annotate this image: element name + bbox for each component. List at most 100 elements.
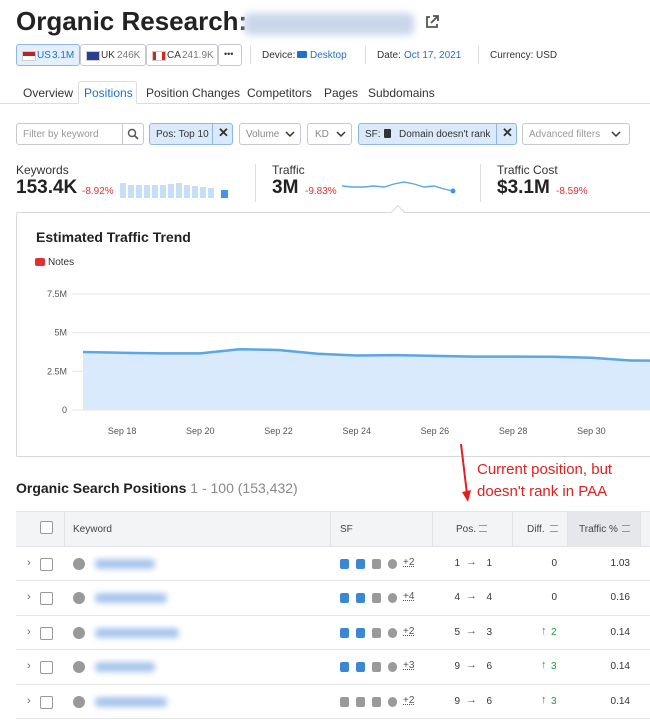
checkbox[interactable] (40, 521, 53, 534)
annotation-arrow (460, 443, 471, 502)
table-header (16, 511, 650, 547)
currency-value: USD (536, 50, 558, 61)
more-dots: ••• (224, 49, 234, 59)
add-icon[interactable] (73, 661, 85, 674)
pos-to: 6 (486, 661, 492, 673)
metric-change: -8.59% (556, 186, 588, 197)
sf-icon (372, 559, 381, 569)
column-header[interactable]: Diff. (527, 524, 545, 535)
advanced-filters[interactable] (522, 123, 630, 145)
pos-arrow: → (466, 556, 477, 568)
expand-chevron[interactable]: › (27, 557, 31, 569)
checkbox[interactable] (40, 626, 53, 640)
db-code: UK (101, 50, 115, 61)
checkbox[interactable] (40, 558, 53, 571)
tab[interactable]: Positions (84, 86, 133, 100)
active-tab[interactable] (78, 81, 137, 104)
pos-to: 6 (486, 695, 492, 707)
sf-filter[interactable] (358, 123, 517, 145)
sf-icon (372, 696, 381, 707)
blurred-keyword (95, 662, 155, 673)
traffic-share: 0.16 (610, 592, 630, 604)
chevron (611, 131, 621, 138)
add-icon[interactable] (73, 592, 85, 605)
pos-from: 1 (454, 558, 460, 569)
date-value[interactable]: Oct 17, 2021 (404, 50, 462, 61)
sf-more[interactable]: +2 (403, 625, 415, 637)
sf-icon (340, 662, 349, 673)
pos-from: 9 (454, 695, 460, 707)
pos-filter-text: Pos: Top 10 (156, 129, 209, 140)
metric-value: $3.1M (497, 177, 550, 198)
diff: 0 (551, 592, 557, 604)
expand-chevron[interactable]: › (27, 660, 31, 673)
column-divider (640, 511, 641, 547)
y-tick-label: 0 (62, 405, 67, 415)
diff: 3 (551, 661, 557, 673)
tab[interactable]: Position Changes (146, 86, 241, 100)
checkbox[interactable] (40, 661, 53, 675)
tab[interactable]: Subdomains (368, 86, 435, 100)
traffic-share: 0.14 (610, 695, 630, 707)
tab[interactable]: Overview (23, 86, 74, 100)
more-button[interactable] (218, 44, 242, 66)
remove-filter[interactable]: ✕ (218, 125, 229, 140)
keywords-sparkbars (120, 183, 228, 198)
diff: 3 (551, 695, 557, 707)
column-divider (64, 511, 65, 547)
flag-icon (86, 51, 100, 61)
search-icon (127, 128, 139, 140)
expand-chevron[interactable]: › (27, 591, 31, 604)
area (83, 349, 650, 410)
traffic-share: 1.03 (610, 558, 630, 569)
search-placeholder: Filter by keyword (23, 129, 99, 140)
column-header[interactable]: Pos. (456, 524, 477, 535)
add-icon[interactable] (73, 626, 85, 639)
sf-value: Domain doesn't rank (399, 129, 491, 140)
pos-arrow: → (466, 693, 477, 706)
device-value[interactable]: Desktop (310, 50, 347, 61)
y-tick-label: 7.5M (47, 289, 67, 299)
kd-filter[interactable] (307, 123, 352, 145)
diff: 0 (551, 558, 557, 569)
external-link-icon[interactable] (424, 14, 440, 30)
sf-more[interactable]: +2 (403, 694, 415, 706)
chart-card (16, 212, 650, 457)
table-row (16, 616, 650, 651)
sf-icon (356, 627, 365, 638)
sf-icon (356, 662, 365, 673)
sf-icon (388, 696, 397, 707)
expand-chevron[interactable]: › (27, 625, 31, 638)
add-icon[interactable] (73, 695, 85, 708)
remove-filter[interactable]: ✕ (502, 125, 513, 140)
metric-value: 3M (272, 177, 299, 198)
volume-filter[interactable] (239, 123, 301, 145)
db-value: 246K (117, 50, 141, 61)
table-row (16, 547, 650, 582)
checkbox[interactable] (40, 695, 53, 709)
tab[interactable]: Competitors (247, 86, 312, 100)
x-tick-label: Sep 18 (108, 426, 137, 436)
search-input[interactable] (16, 123, 144, 145)
advanced-text: Advanced filters (529, 129, 601, 140)
traffic-share: 0.14 (610, 661, 630, 673)
notes-icon (35, 258, 45, 266)
sf-icon (356, 696, 365, 707)
sf-icon (372, 662, 381, 673)
chart-title: Estimated Traffic Trend (36, 229, 191, 245)
sf-more[interactable]: +4 (403, 591, 415, 603)
notes-toggle[interactable]: Notes (48, 257, 75, 268)
y-tick-label: 5M (54, 328, 67, 338)
expand-chevron[interactable]: › (27, 694, 31, 707)
pos-to: 3 (486, 626, 492, 638)
add-icon[interactable] (73, 558, 85, 570)
checkbox[interactable] (40, 592, 53, 606)
sf-label: SF: (365, 129, 381, 140)
tab[interactable]: Pages (324, 86, 359, 100)
sf-more[interactable]: +2 (403, 557, 415, 568)
metric-value: 153.4K (16, 177, 78, 198)
column-header[interactable]: Traffic % (579, 524, 618, 535)
column-header: Keyword (73, 524, 112, 535)
x-tick-label: Sep 30 (577, 426, 606, 436)
sf-more[interactable]: +3 (403, 660, 415, 672)
